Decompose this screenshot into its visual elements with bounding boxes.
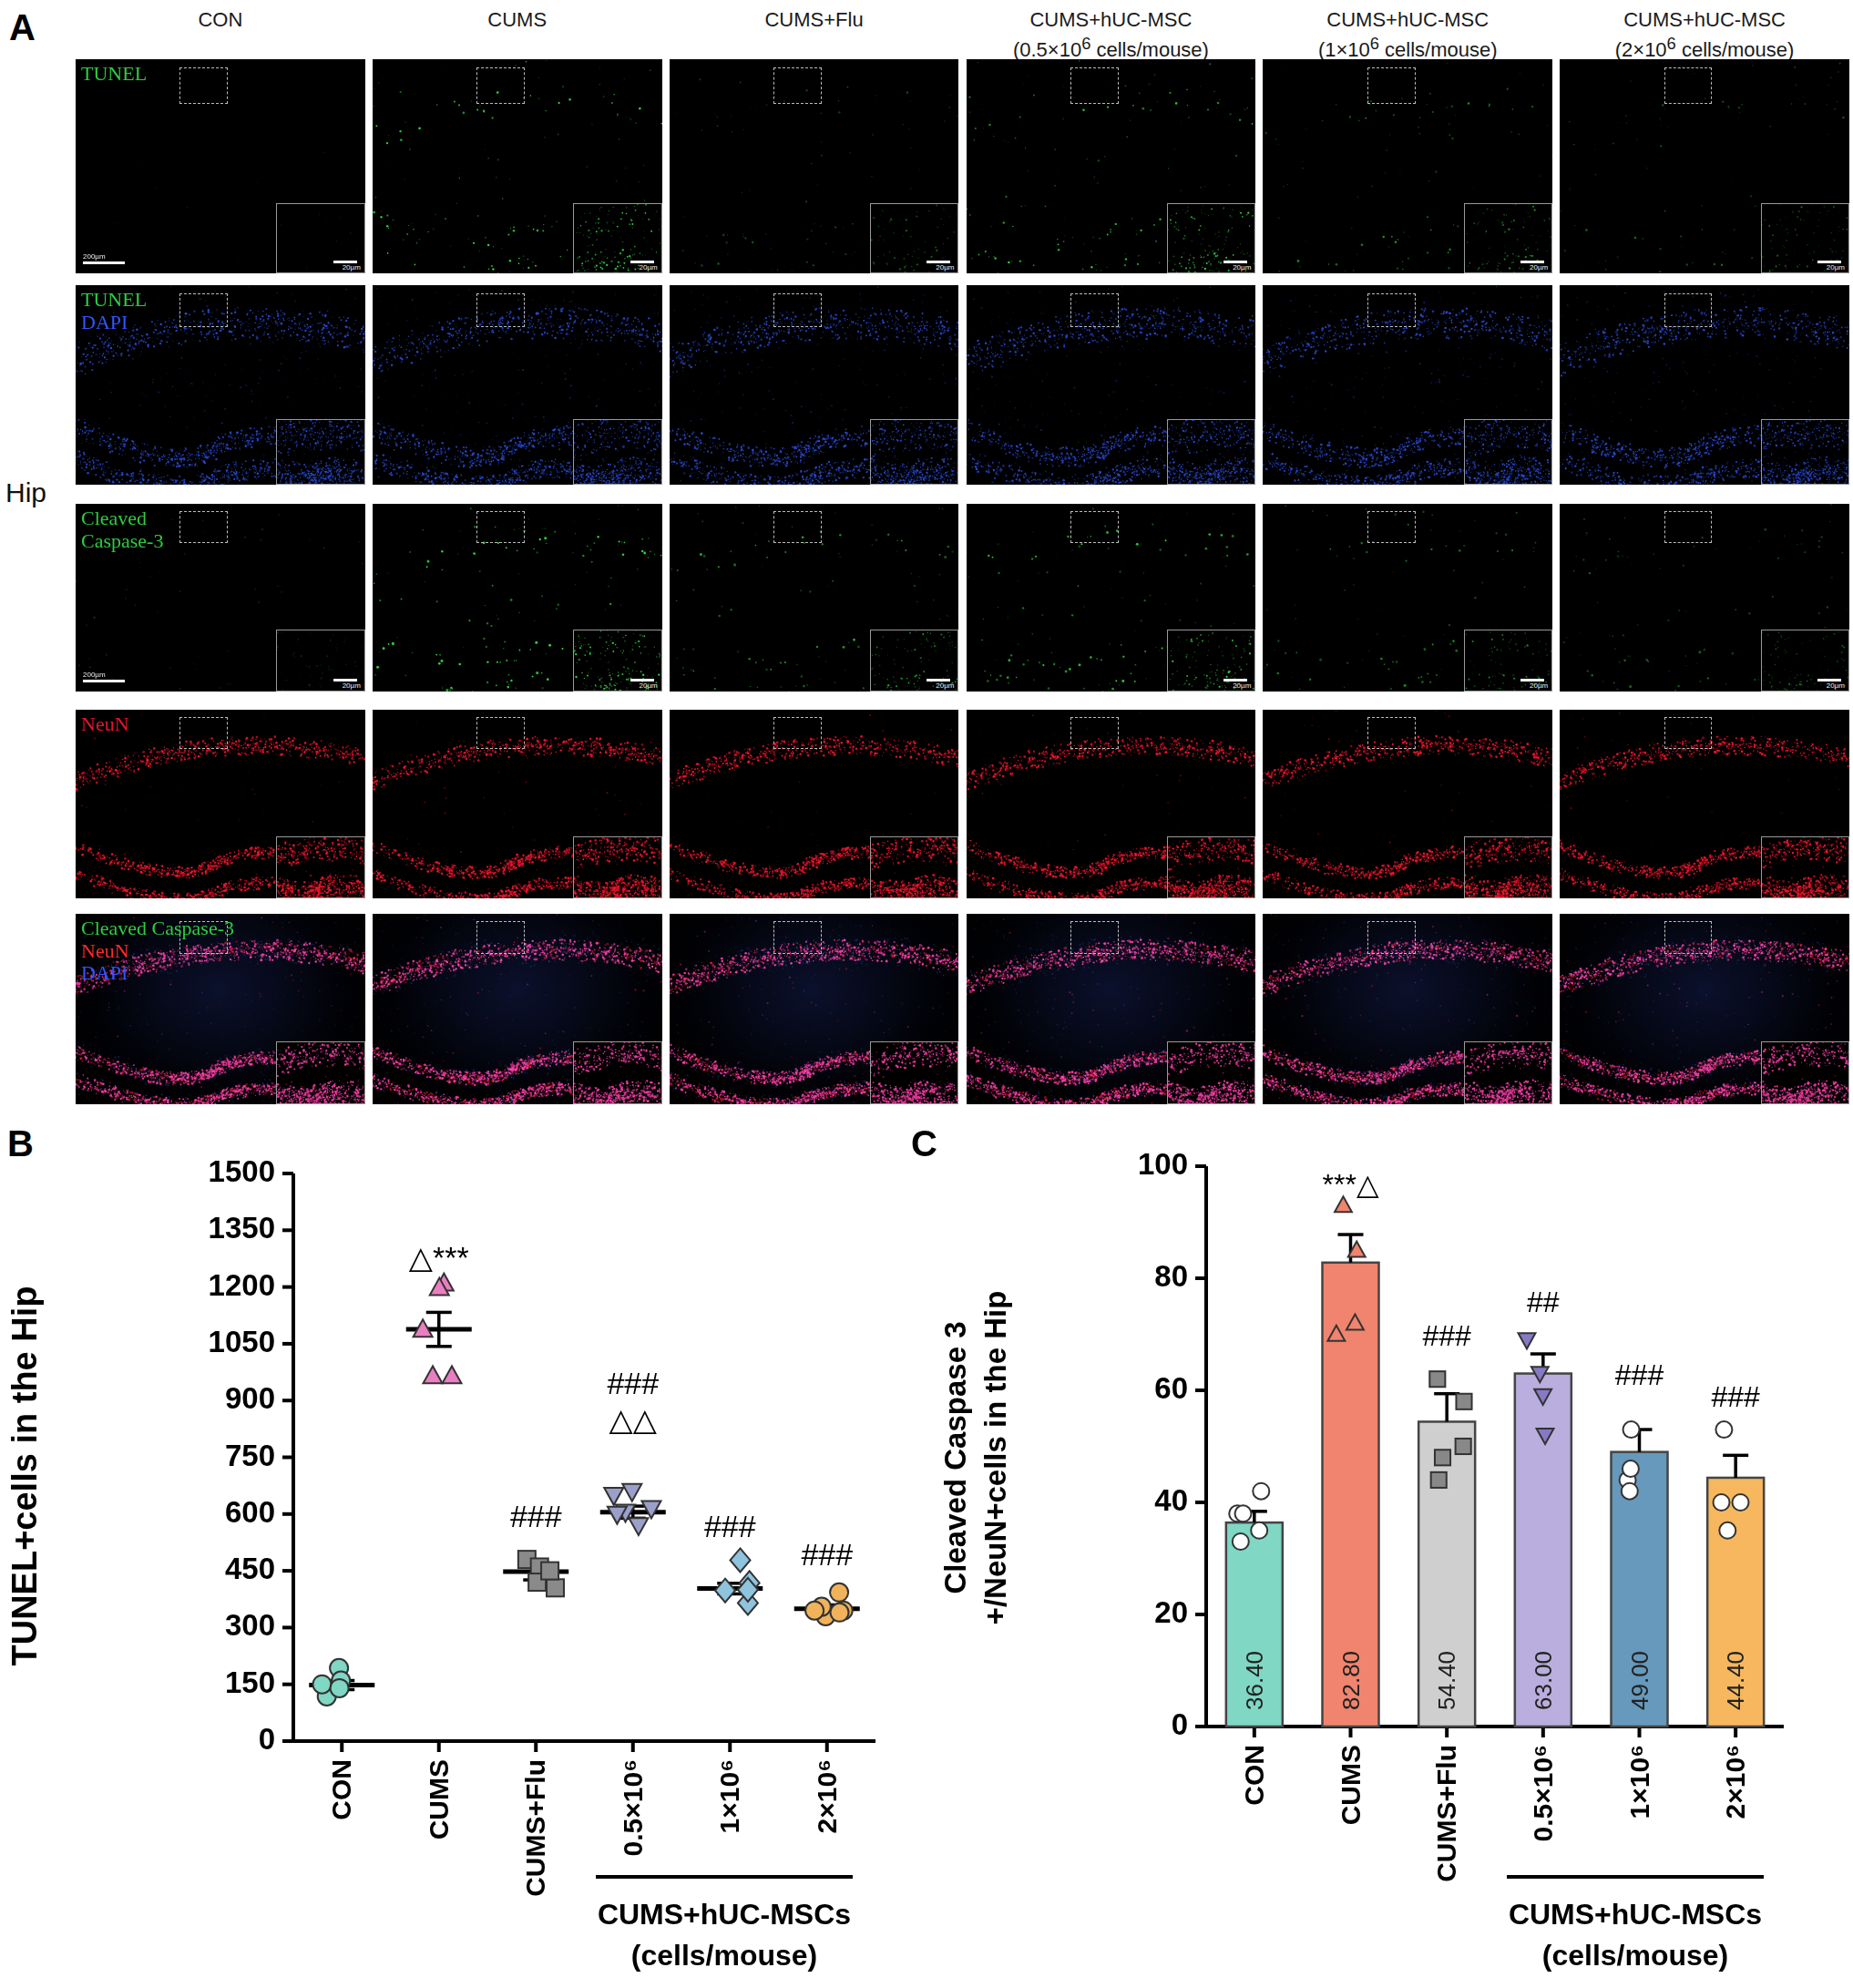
svg-text:44.40: 44.40 (1722, 1651, 1749, 1710)
svg-text:CUMS: CUMS (1336, 1745, 1366, 1825)
svg-text:###: ### (801, 1537, 853, 1572)
svg-text:△△: △△ (609, 1402, 658, 1437)
svg-text:900: 900 (225, 1381, 275, 1415)
svg-text:TUNEL+cells in the Hip: TUNEL+cells in the Hip (5, 1286, 44, 1665)
svg-text:36.40: 36.40 (1241, 1651, 1268, 1710)
svg-text:###: ### (1422, 1319, 1471, 1352)
svg-text:60: 60 (1154, 1371, 1188, 1405)
svg-text:1×10⁶: 1×10⁶ (1624, 1745, 1654, 1819)
svg-text:***△: ***△ (1323, 1168, 1379, 1201)
svg-text:△***: △*** (409, 1240, 469, 1275)
svg-text:100: 100 (1138, 1147, 1188, 1181)
svg-text:###: ### (704, 1509, 756, 1543)
svg-text:2×10⁶: 2×10⁶ (812, 1759, 842, 1833)
svg-text:+/NeuN+cells in the Hip: +/NeuN+cells in the Hip (978, 1291, 1012, 1625)
svg-text:54.40: 54.40 (1433, 1651, 1460, 1710)
svg-text:##: ## (1527, 1286, 1560, 1318)
svg-text:1050: 1050 (209, 1325, 275, 1358)
svg-text:750: 750 (225, 1439, 275, 1472)
svg-text:0: 0 (259, 1722, 275, 1756)
svg-text:CUMS+Flu: CUMS+Flu (1431, 1745, 1461, 1882)
svg-text:80: 80 (1154, 1259, 1188, 1293)
svg-text:600: 600 (225, 1495, 275, 1529)
svg-text:0.5×10⁶: 0.5×10⁶ (1528, 1745, 1558, 1841)
svg-text:20: 20 (1154, 1595, 1188, 1629)
svg-text:450: 450 (225, 1552, 275, 1585)
svg-text:1×10⁶: 1×10⁶ (714, 1759, 744, 1833)
svg-text:###: ### (1711, 1380, 1760, 1413)
svg-text:###: ### (1615, 1358, 1664, 1391)
svg-text:0.5×10⁶: 0.5×10⁶ (618, 1759, 648, 1856)
svg-text:49.00: 49.00 (1626, 1651, 1653, 1710)
svg-text:300: 300 (225, 1608, 275, 1642)
svg-text:63.00: 63.00 (1530, 1651, 1557, 1710)
svg-text:150: 150 (225, 1665, 275, 1699)
svg-text:82.80: 82.80 (1337, 1651, 1365, 1710)
svg-text:1200: 1200 (209, 1268, 275, 1302)
svg-text:1500: 1500 (209, 1154, 275, 1188)
svg-text:CUMS: CUMS (424, 1759, 454, 1839)
svg-text:1350: 1350 (209, 1211, 275, 1245)
svg-text:2×10⁶: 2×10⁶ (1720, 1745, 1750, 1819)
svg-text:Cleaved Caspase 3: Cleaved Caspase 3 (938, 1321, 972, 1593)
svg-text:CON: CON (326, 1759, 356, 1820)
svg-text:CUMS+Flu: CUMS+Flu (520, 1759, 550, 1897)
svg-text:40: 40 (1154, 1483, 1188, 1517)
svg-text:###: ### (607, 1366, 659, 1400)
svg-text:CON: CON (1239, 1745, 1269, 1806)
svg-text:###: ### (510, 1499, 562, 1533)
svg-text:0: 0 (1172, 1707, 1188, 1741)
